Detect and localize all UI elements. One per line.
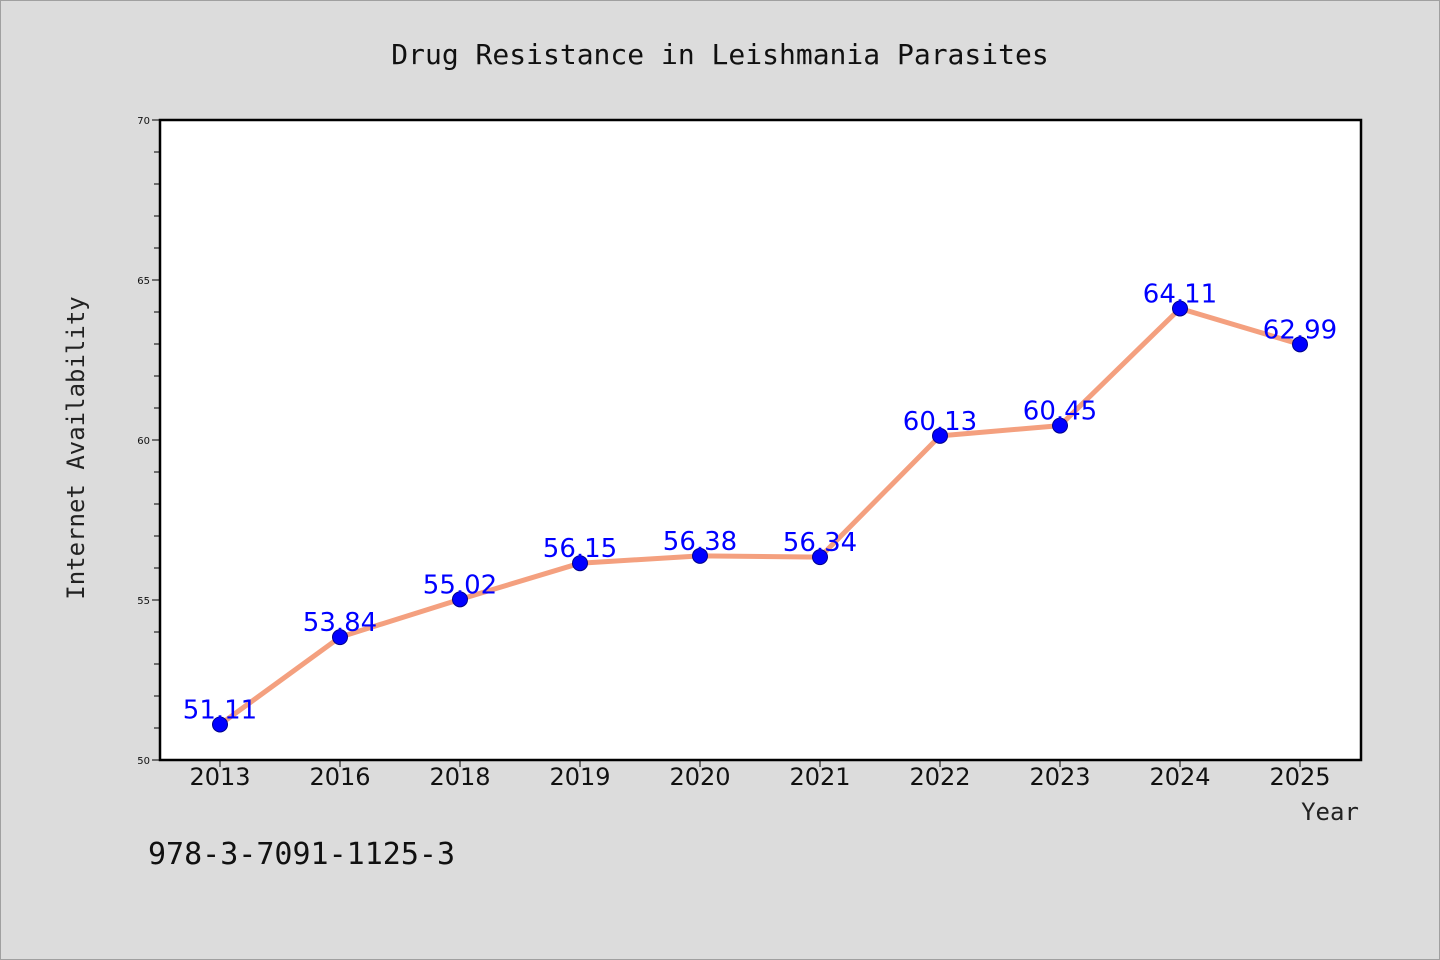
data-markers — [212, 300, 1308, 733]
data-labels: 51.11 53.84 55.02 56.15 56.38 56.34 60.13 60.45… — [183, 279, 1337, 725]
data-point — [212, 716, 228, 733]
series-line-group — [218, 305, 1301, 727]
data-point — [1052, 417, 1068, 434]
data-label: 64.11 — [1143, 279, 1217, 309]
x-tick-label: 2021 — [789, 763, 850, 791]
x-tick-label: 2016 — [309, 763, 370, 791]
x-tick-label: 2020 — [669, 763, 730, 791]
plot-area — [158, 118, 1363, 762]
data-label: 60.45 — [1023, 397, 1097, 427]
data-point — [572, 555, 588, 572]
x-axis: 2013 2016 2018 2019 2020 2021 2022 2023 2024 2025 — [189, 760, 1331, 791]
data-point — [1172, 300, 1188, 317]
data-label: 56.34 — [783, 528, 857, 558]
chart-title: Drug Resistance in Leishmania Parasites — [391, 38, 1048, 71]
x-tick-label: 2022 — [909, 763, 970, 791]
x-axis-label: Year — [1301, 798, 1359, 826]
y-tick-label: 55 — [137, 596, 150, 607]
y-tick-label: 65 — [137, 276, 150, 287]
y-tick-label: 60 — [137, 436, 150, 447]
x-tick-label: 2018 — [429, 763, 490, 791]
data-point — [332, 629, 348, 646]
x-tick-label: 2024 — [1149, 763, 1210, 791]
data-label: 51.11 — [183, 695, 257, 725]
data-point — [452, 591, 468, 608]
y-axis-label: Internet Availability — [62, 296, 90, 599]
data-point — [812, 549, 828, 566]
data-point — [692, 547, 708, 564]
data-label: 56.15 — [543, 534, 617, 564]
x-tick-label: 2013 — [189, 763, 250, 791]
isbn-text: 978-3-7091-1125-3 — [148, 837, 455, 872]
y-tick-label: 50 — [137, 756, 150, 767]
data-label: 62.99 — [1263, 315, 1337, 345]
data-point — [932, 427, 948, 444]
data-label: 56.38 — [663, 527, 737, 557]
data-label: 53.84 — [303, 608, 377, 638]
x-tick-label: 2025 — [1269, 763, 1330, 791]
y-tick-label: 70 — [137, 116, 150, 127]
data-label: 60.13 — [903, 407, 977, 437]
x-tick-label: 2019 — [549, 763, 610, 791]
x-tick-label: 2023 — [1029, 763, 1090, 791]
series-line — [218, 305, 1301, 727]
data-label: 55.02 — [423, 570, 497, 600]
data-point — [1292, 336, 1308, 353]
y-axis: 50 55 60 65 70 — [137, 116, 160, 767]
